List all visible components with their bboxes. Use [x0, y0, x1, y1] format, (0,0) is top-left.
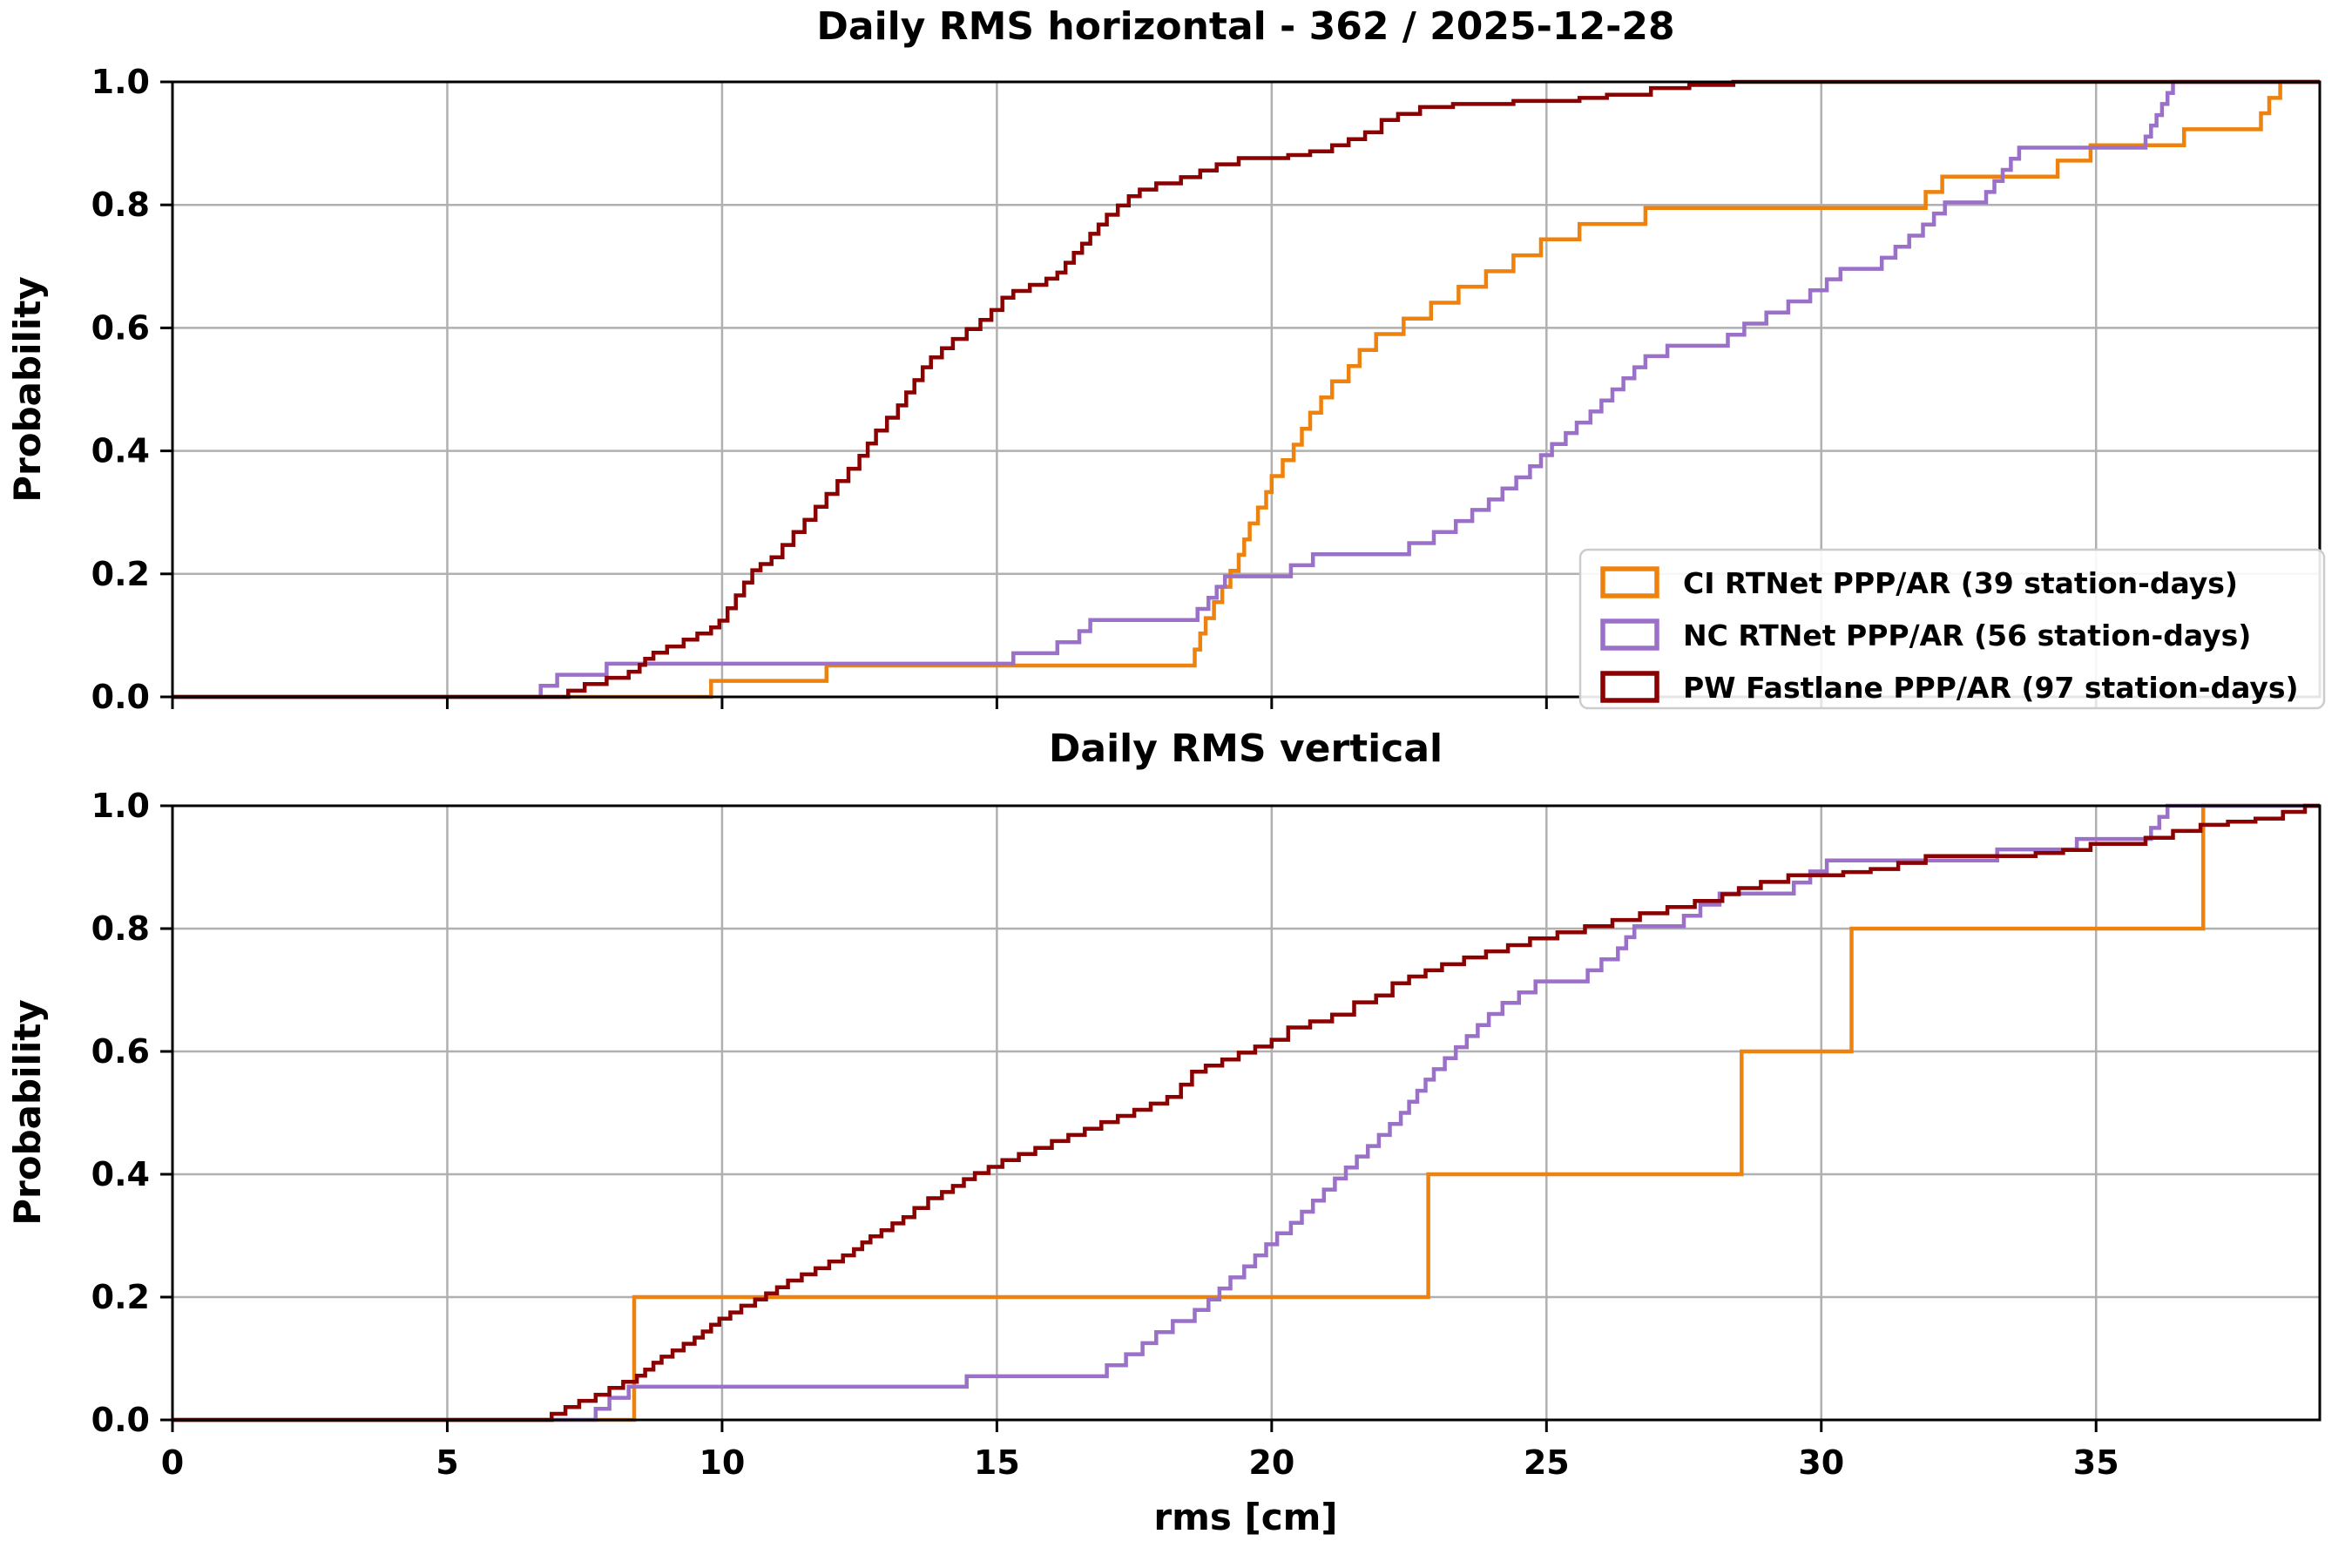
legend-entry-pw: PW Fastlane PPP/AR (97 station-days) — [1600, 671, 2299, 705]
legend-label-nc: NC RTNet PPP/AR (56 station-days) — [1683, 618, 2251, 652]
legend-entry-ci: CI RTNet PPP/AR (39 station-days) — [1600, 566, 2238, 600]
ecdf-curve-ci — [172, 79, 2320, 700]
x-axis-label: rms [cm] — [1153, 1496, 1337, 1538]
y-tick-label: 1.0 — [91, 63, 150, 101]
legend-label-ci: CI RTNet PPP/AR (39 station-days) — [1683, 566, 2238, 600]
x-tick-label: 10 — [699, 1443, 745, 1482]
x-tick-label: 5 — [436, 1443, 458, 1482]
axis-ticks: 0.0 0.2 0.4 0.6 0.8 1.0 — [91, 63, 2098, 716]
y-tick-label: 1.0 — [91, 787, 150, 825]
x-tick-label: 25 — [1524, 1443, 1570, 1482]
y-tick-label: 0.6 — [91, 308, 150, 347]
y-tick-label: 0.0 — [91, 678, 150, 716]
legend-label-pw: PW Fastlane PPP/AR (97 station-days) — [1683, 671, 2299, 705]
x-tick-label: 0 — [161, 1443, 184, 1482]
top-plot-horizontal-rms: 0.0 0.2 0.4 0.6 0.8 1.0 — [91, 63, 2322, 716]
legend: CI RTNet PPP/AR (39 station-days) NC RTN… — [1578, 548, 2326, 710]
x-tick-label: 15 — [974, 1443, 1020, 1482]
axis-ticks: 0 5 10 15 20 25 30 35 0.0 0.2 0.4 0.6 0.8 1.0 — [91, 787, 2119, 1482]
ecdf-curve-pw — [172, 79, 2320, 700]
ecdf-curve-nc — [172, 803, 2320, 1423]
y-tick-label: 0.8 — [91, 186, 150, 224]
y-tick-label: 0.2 — [91, 1278, 150, 1316]
plot-frame — [171, 804, 2322, 1422]
ecdf-curve-ci — [172, 803, 2320, 1423]
x-tick-label: 30 — [1798, 1443, 1844, 1482]
pw-legend-swatch-icon — [1600, 671, 1659, 703]
bottom-y-axis-label: Probability — [6, 999, 49, 1225]
bottom-plot-title: Daily RMS vertical — [1049, 727, 1443, 771]
ecdf-curve-pw — [172, 803, 2320, 1423]
y-tick-label: 0.4 — [91, 432, 150, 470]
y-tick-label: 0.2 — [91, 555, 150, 593]
y-tick-label: 0.6 — [91, 1032, 150, 1071]
top-y-axis-label: Probability — [6, 276, 49, 502]
ci-legend-swatch-icon — [1600, 566, 1659, 598]
top-plot-title: Daily RMS horizontal - 362 / 2025-12-28 — [816, 4, 1674, 49]
ecdf-curve-nc — [172, 79, 2320, 700]
legend-entry-nc: NC RTNet PPP/AR (56 station-days) — [1600, 618, 2251, 652]
legend-box — [1578, 548, 2326, 710]
y-tick-label: 0.8 — [91, 909, 150, 948]
y-tick-label: 0.4 — [91, 1155, 150, 1193]
x-tick-label: 35 — [2073, 1443, 2119, 1482]
nc-legend-swatch-icon — [1600, 618, 1659, 651]
x-tick-label: 20 — [1248, 1443, 1294, 1482]
bottom-plot-vertical-rms: 0 5 10 15 20 25 30 35 0.0 0.2 0.4 0.6 0.8 1.0 — [91, 787, 2322, 1482]
y-tick-label: 0.0 — [91, 1401, 150, 1439]
plot-frame — [171, 80, 2322, 699]
